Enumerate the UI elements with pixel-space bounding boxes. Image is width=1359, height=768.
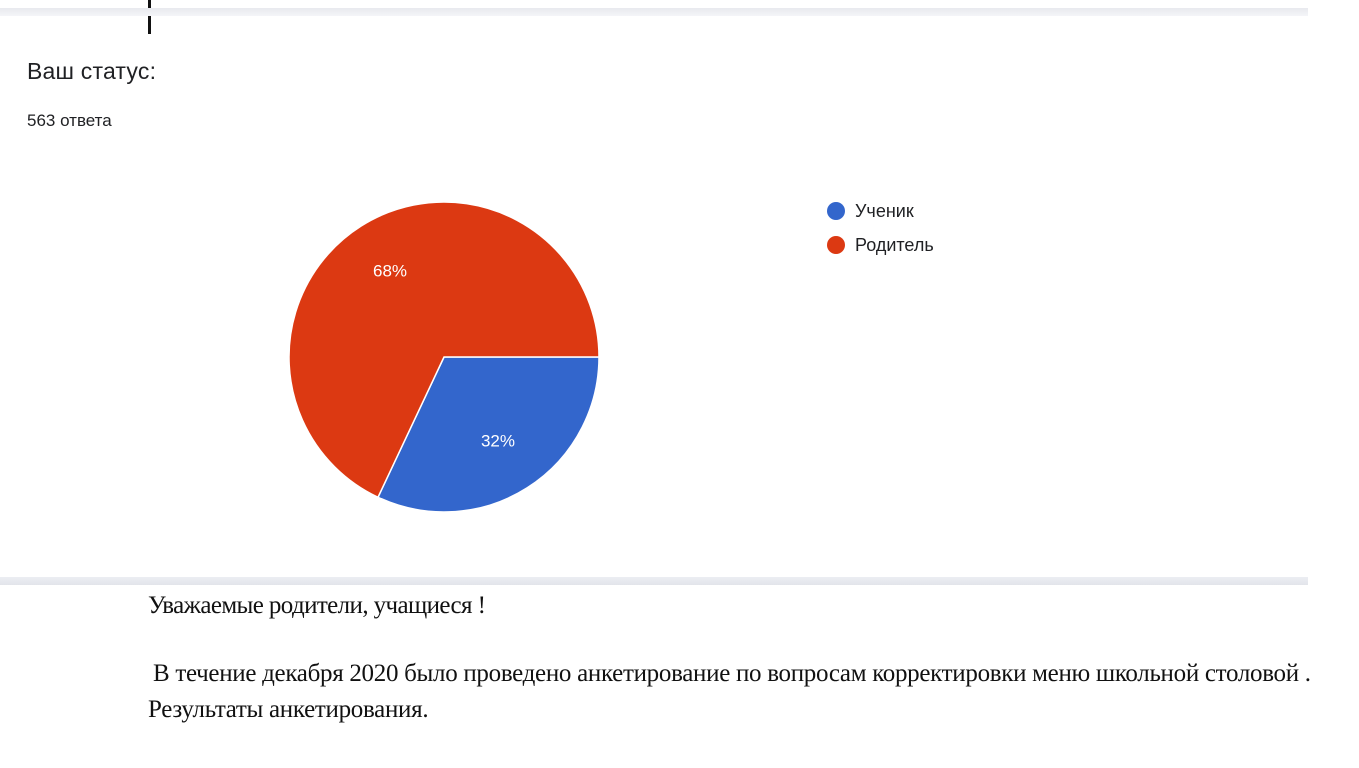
legend-label-parent: Родитель [855,234,934,255]
pie-label-parent: 68% [373,261,407,280]
legend-label-student: Ученик [855,200,914,221]
legend-item-student[interactable]: Ученик [827,194,934,228]
pie-slice-parent[interactable] [288,201,600,499]
pie-slice-student[interactable] [377,356,600,513]
legend-swatch-student [827,202,845,220]
notice-body: В течение декабря 2020 было проведено ан… [148,660,1311,723]
question-title: Ваш статус: [27,58,157,84]
bottom-divider [0,577,1308,585]
top-divider [0,8,1308,16]
text-cursor [148,0,151,34]
notice-greeting: Уважаемые родители, учащиеся ! [148,592,486,619]
pie-label-student: 32% [481,432,515,451]
chart-legend: Ученик Родитель [827,194,934,262]
legend-item-parent[interactable]: Родитель [827,228,934,262]
response-count: 563 ответа [27,111,112,130]
legend-swatch-parent [827,236,845,254]
